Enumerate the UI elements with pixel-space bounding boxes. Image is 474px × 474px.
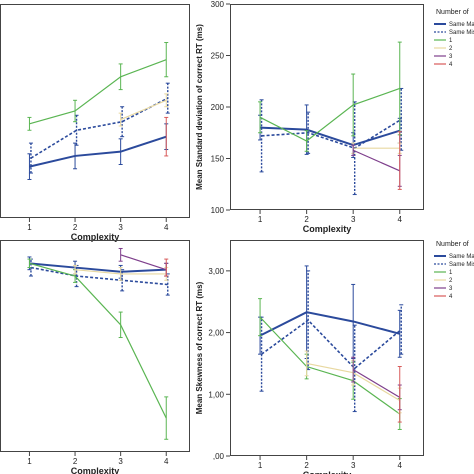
- legend-label: 4: [449, 62, 453, 68]
- legend: Number of Same Mat Same Mism 1 2 3 4: [434, 9, 474, 68]
- x-tick-label: 1: [27, 457, 32, 466]
- y-axis-label: Mean Skewness of correct RT (ms): [195, 281, 204, 414]
- series-c2: [351, 142, 402, 154]
- series-line: [261, 118, 402, 150]
- series-line: [260, 126, 401, 147]
- x-tick-label: 3: [118, 457, 123, 466]
- y-tick-label: 150: [211, 155, 225, 164]
- x-axis-label: Complexity: [71, 232, 120, 242]
- series-c1: [258, 41, 402, 152]
- y-tick-label: 300: [211, 0, 225, 9]
- legend-label: 2: [449, 278, 453, 284]
- series-c1: [27, 258, 169, 440]
- series-line: [30, 97, 169, 159]
- y-tick-label: 250: [211, 52, 225, 61]
- y-tick-label: 3,00: [208, 267, 224, 276]
- series-line: [352, 149, 400, 172]
- x-tick-label: 4: [398, 461, 403, 470]
- series-c4: [397, 366, 402, 423]
- x-tick-label: 3: [351, 215, 356, 224]
- chart-panel-top-right: 1 2 3 4 Complexity 100 150 200 250 300 Mean Standa…: [195, 0, 424, 234]
- series-c3: [351, 356, 402, 411]
- x-tick-label: 3: [118, 223, 123, 232]
- plot-frame: [0, 4, 190, 218]
- x-tick-label: 1: [258, 461, 263, 470]
- legend-label: Same Mism: [449, 30, 474, 36]
- series-same_match: [27, 123, 169, 180]
- series-c2: [73, 264, 169, 281]
- legend-title: Number of: [436, 241, 469, 248]
- series-same_mismatch: [259, 270, 404, 413]
- chart-panel-bottom-right: 1 2 3 4 Complexity ,00 1,00 2,00 3,00 Mean Skewne…: [195, 240, 424, 474]
- series-line: [29, 135, 167, 168]
- legend-label: 2: [449, 46, 453, 52]
- series-line: [120, 99, 167, 121]
- y-tick-label: 100: [211, 206, 225, 215]
- legend-title: Number of: [436, 9, 469, 16]
- x-tick-label: 2: [73, 223, 78, 232]
- series-c4: [397, 131, 402, 190]
- chart-panel-top-left: 1 2 3 4 Complexity: [0, 4, 190, 242]
- legend-label: Same Mism: [449, 262, 474, 268]
- series-line: [120, 254, 167, 271]
- legend-label: 1: [449, 38, 453, 44]
- legend-label: Same Mat: [449, 22, 474, 28]
- x-tick-label: 4: [398, 215, 403, 224]
- series-c4: [164, 116, 169, 157]
- y-axis-label: Mean Standard deviation of correct RT (m…: [195, 24, 204, 190]
- series-c4: [164, 258, 169, 277]
- legend-label: Same Mat: [449, 254, 474, 260]
- plot-frame: [230, 4, 424, 210]
- series-line: [29, 262, 167, 273]
- series-line: [29, 59, 167, 125]
- legend-label: 3: [449, 54, 453, 60]
- legend-label: 4: [449, 294, 453, 300]
- legend-label: 3: [449, 286, 453, 292]
- x-tick-label: 3: [351, 461, 356, 470]
- legend-label: 1: [449, 270, 453, 276]
- series-c2: [118, 93, 169, 127]
- x-tick-label: 2: [304, 215, 309, 224]
- x-tick-label: 1: [258, 215, 263, 224]
- series-same_match: [258, 104, 402, 158]
- x-axis-label: Complexity: [71, 466, 120, 474]
- x-tick-label: 2: [304, 461, 309, 470]
- series-line: [259, 311, 401, 337]
- series-line: [29, 262, 167, 419]
- y-tick-label: 200: [211, 103, 225, 112]
- x-tick-label: 1: [27, 223, 32, 232]
- x-axis-label: Complexity: [303, 470, 352, 474]
- series-same_mismatch: [259, 87, 404, 196]
- chart-panel-bottom-left: 1 2 3 4 Complexity: [0, 240, 190, 474]
- series-c3: [351, 144, 402, 187]
- y-tick-label: ,00: [213, 452, 225, 461]
- series-line: [261, 319, 402, 370]
- plot-frame: [0, 240, 190, 452]
- x-tick-label: 4: [164, 223, 169, 232]
- x-tick-label: 2: [73, 457, 78, 466]
- series-c1: [258, 298, 402, 430]
- x-axis-label: Complexity: [303, 224, 352, 234]
- series-line: [74, 269, 167, 275]
- series-same_match: [258, 265, 402, 359]
- legend: Number of Same Mat Same Mism 1 2 3 4: [434, 241, 474, 300]
- series-line: [259, 87, 400, 142]
- series-line: [352, 369, 401, 398]
- series-line: [30, 266, 168, 286]
- series-same_mismatch: [28, 82, 170, 174]
- series-c1: [27, 42, 169, 131]
- series-line: [259, 316, 401, 415]
- y-tick-label: 2,00: [208, 329, 224, 338]
- x-tick-label: 4: [164, 457, 169, 466]
- plot-frame: [230, 240, 424, 456]
- y-tick-label: 1,00: [208, 390, 224, 399]
- series-same_match: [27, 256, 169, 279]
